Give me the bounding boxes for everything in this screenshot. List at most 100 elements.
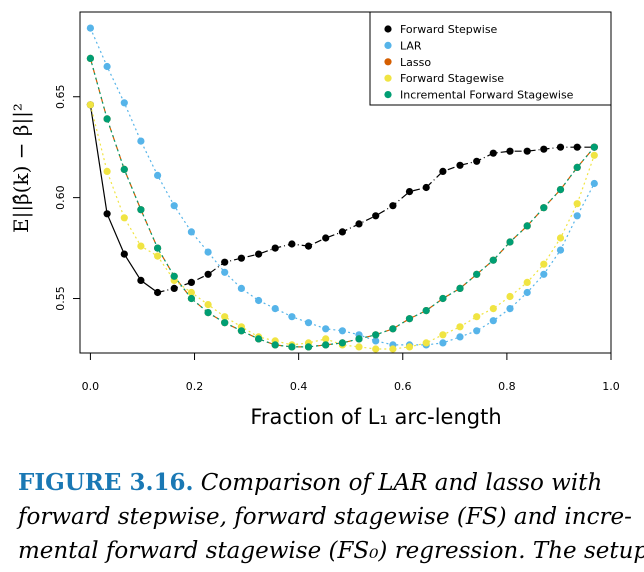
data-point-4 — [489, 256, 497, 264]
x-tick-label: 0.4 — [290, 380, 308, 393]
data-point-0 — [405, 188, 414, 196]
data-point-1 — [204, 248, 212, 256]
data-point-4 — [271, 341, 279, 349]
caption-line-1: FIGURE 3.16. Comparison of LAR and lasso… — [18, 466, 644, 500]
x-tick-label: 0.2 — [186, 380, 204, 393]
series-layer — [86, 24, 598, 353]
data-point-0 — [154, 288, 162, 297]
data-point-3 — [473, 313, 481, 321]
data-point-3 — [154, 252, 162, 260]
data-point-1 — [322, 325, 330, 333]
series-line-0 — [89, 104, 158, 293]
data-point-0 — [304, 242, 313, 250]
y-tick-label: 0.60 — [54, 185, 67, 210]
data-point-1 — [304, 319, 313, 327]
x-tick-label: 0.0 — [82, 380, 100, 393]
legend-label: Lasso — [400, 56, 431, 69]
y-axis-label: E||β̂(k) − β||² — [9, 103, 34, 233]
series-line-3 — [89, 104, 595, 350]
data-point-3 — [556, 234, 565, 242]
x-tick-label: 1.0 — [602, 380, 620, 393]
data-point-4 — [405, 315, 414, 323]
y-tick-label: 0.65 — [54, 84, 67, 109]
data-point-3 — [187, 288, 195, 297]
data-point-1 — [103, 62, 111, 71]
data-point-1 — [221, 268, 229, 276]
data-point-3 — [405, 343, 414, 351]
data-point-0 — [103, 210, 111, 218]
data-point-3 — [355, 343, 363, 351]
data-point-0 — [489, 149, 497, 157]
axes-layer: 0.0 0.2 0.4 0.6 0.8 1.0 0.55 0.60 0.65 — [54, 84, 620, 393]
legend-marker — [384, 58, 392, 66]
data-point-1 — [489, 317, 497, 325]
data-point-1 — [86, 24, 94, 32]
data-point-1 — [288, 313, 296, 321]
data-point-0 — [439, 167, 447, 175]
data-point-0 — [204, 270, 212, 278]
data-point-4 — [120, 165, 128, 173]
data-point-0 — [271, 244, 279, 252]
data-point-1 — [237, 284, 245, 292]
data-point-3 — [489, 305, 497, 313]
data-point-4 — [540, 204, 548, 212]
legend-label: Forward Stagewise — [400, 72, 504, 85]
data-point-3 — [573, 200, 581, 208]
data-point-1 — [573, 212, 581, 220]
data-point-1 — [456, 333, 464, 341]
data-point-1 — [338, 327, 346, 335]
data-point-0 — [170, 284, 178, 292]
data-point-4 — [473, 270, 481, 278]
data-point-0 — [237, 254, 245, 262]
chart: 0.0 0.2 0.4 0.6 0.8 1.0 0.55 0.60 0.65 Fraction … — [9, 11, 620, 429]
data-point-4 — [372, 331, 380, 339]
data-point-4 — [573, 163, 581, 171]
data-point-1 — [540, 270, 548, 278]
legend-marker — [384, 25, 392, 33]
data-point-3 — [439, 331, 447, 339]
data-point-0 — [473, 157, 481, 165]
data-point-1 — [556, 246, 565, 254]
data-point-1 — [187, 228, 195, 236]
caption-figure-label: FIGURE 3.16. — [18, 469, 194, 496]
data-point-4 — [338, 339, 346, 347]
data-point-4 — [86, 54, 94, 63]
data-point-4 — [103, 115, 111, 123]
data-point-4 — [556, 186, 565, 194]
data-point-3 — [137, 242, 145, 250]
data-point-4 — [506, 238, 514, 246]
caption-line-3: mental forward stagewise (FS₀) regressio… — [18, 538, 644, 564]
data-point-4 — [389, 325, 397, 333]
legend-marker — [384, 74, 392, 82]
data-point-0 — [187, 278, 195, 286]
data-point-3 — [221, 313, 229, 321]
data-point-0 — [120, 250, 128, 258]
data-point-1 — [255, 296, 263, 305]
data-point-0 — [372, 212, 380, 220]
data-point-4 — [288, 343, 296, 351]
data-point-3 — [204, 301, 212, 309]
data-point-4 — [422, 307, 430, 315]
data-point-3 — [120, 214, 128, 222]
data-point-3 — [103, 167, 111, 175]
data-point-4 — [439, 294, 447, 303]
data-point-3 — [540, 260, 548, 268]
data-point-1 — [439, 339, 447, 347]
data-point-0 — [389, 202, 397, 210]
data-point-4 — [523, 222, 531, 230]
data-point-4 — [137, 206, 145, 214]
data-point-4 — [237, 327, 245, 335]
data-point-3 — [422, 339, 430, 347]
data-point-1 — [506, 305, 514, 313]
data-point-0 — [556, 143, 565, 151]
legend-marker — [384, 91, 392, 99]
caption-text-1: Comparison of LAR and lasso with — [200, 470, 603, 496]
data-point-1 — [473, 327, 481, 335]
data-point-0 — [322, 234, 330, 242]
data-point-0 — [355, 220, 363, 228]
data-point-4 — [187, 294, 195, 303]
data-point-3 — [456, 323, 464, 331]
data-point-1 — [590, 179, 598, 188]
data-point-1 — [523, 288, 531, 297]
legend: Forward Stepwise LAR Lasso Forward Stagewis… — [369, 11, 612, 106]
